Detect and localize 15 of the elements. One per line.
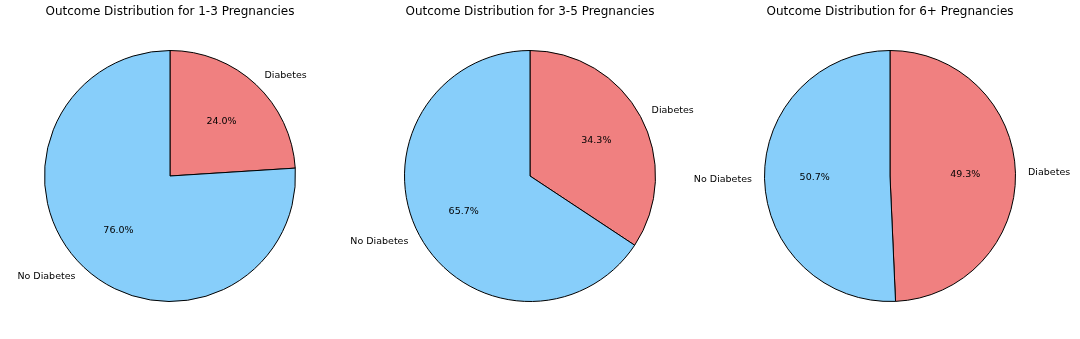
slice-label: Diabetes <box>1028 166 1071 178</box>
data-label: 24.0% <box>206 114 237 126</box>
data-label: 50.7% <box>799 171 830 183</box>
chart-title: Outcome Distribution for 6+ Pregnancies <box>766 4 1014 19</box>
data-label: 49.3% <box>950 167 981 179</box>
chart-title: Outcome Distribution for 3-5 Pregnancies <box>405 4 655 19</box>
chart-title: Outcome Distribution for 1-3 Pregnancies <box>45 4 295 19</box>
slice-label: No Diabetes <box>350 234 409 246</box>
slice-label: Diabetes <box>651 104 694 116</box>
data-label: 65.7% <box>448 205 479 217</box>
slice-label: No Diabetes <box>693 172 753 184</box>
data-label: 76.0% <box>103 224 134 236</box>
slice-label: No Diabetes <box>17 270 76 282</box>
slice-label: Diabetes <box>264 68 307 80</box>
data-label: 34.3% <box>581 133 612 145</box>
